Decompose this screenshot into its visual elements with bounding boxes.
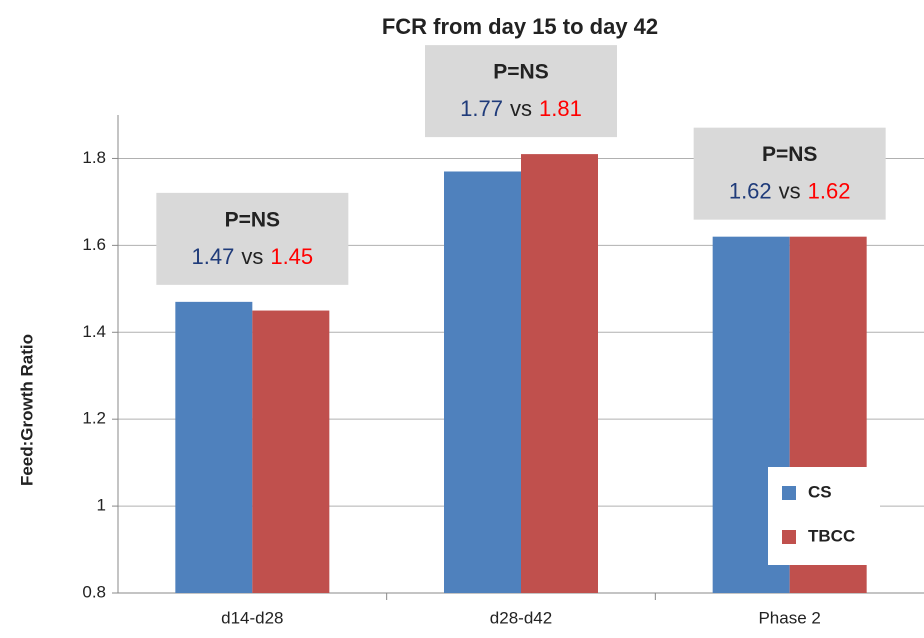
- value-label: 1.62: [808, 178, 851, 203]
- y-tick-label: 1.8: [82, 148, 106, 167]
- y-tick-label: 1.4: [82, 322, 106, 341]
- bar: [175, 301, 253, 593]
- bar: [521, 154, 598, 594]
- y-tick-label: 1: [97, 496, 106, 515]
- x-tick-label: d14-d28: [221, 608, 283, 627]
- bar: [252, 310, 330, 593]
- value-label: 1.81: [539, 96, 582, 121]
- annotation-box: [425, 45, 617, 138]
- legend-label: CS: [808, 482, 832, 501]
- legend-label: TBCC: [808, 526, 855, 545]
- annotation-joiner: vs: [779, 178, 801, 203]
- x-tick-label: d28-d42: [490, 608, 552, 627]
- chart-title: FCR from day 15 to day 42: [382, 14, 658, 39]
- bar: [444, 171, 521, 593]
- value-label: 1.47: [192, 244, 235, 269]
- annotation-values: 1.62 vs 1.62: [729, 178, 851, 203]
- legend-swatch: [782, 486, 796, 500]
- annotation-values: 1.47 vs 1.45: [192, 244, 314, 269]
- annotation-title: P=NS: [225, 208, 280, 231]
- annotation-joiner: vs: [510, 96, 532, 121]
- value-label: 1.62: [729, 178, 772, 203]
- annotation-box: [693, 127, 886, 220]
- y-tick-label: 1.6: [82, 235, 106, 254]
- value-label: 1.45: [270, 244, 313, 269]
- y-tick-label: 0.8: [82, 582, 106, 601]
- annotation-title: P=NS: [762, 143, 817, 166]
- annotation-values: 1.77 vs 1.81: [460, 96, 582, 121]
- y-tick-label: 1.2: [82, 409, 106, 428]
- x-tick-label: Phase 2: [758, 608, 820, 627]
- value-label: 1.77: [460, 96, 503, 121]
- legend-swatch: [782, 530, 796, 544]
- annotation-box: [156, 192, 349, 285]
- legend-box: [768, 467, 880, 565]
- y-axis-label: Feed:Growth Ratio: [17, 334, 36, 486]
- annotation-title: P=NS: [493, 61, 548, 84]
- annotation-joiner: vs: [241, 244, 263, 269]
